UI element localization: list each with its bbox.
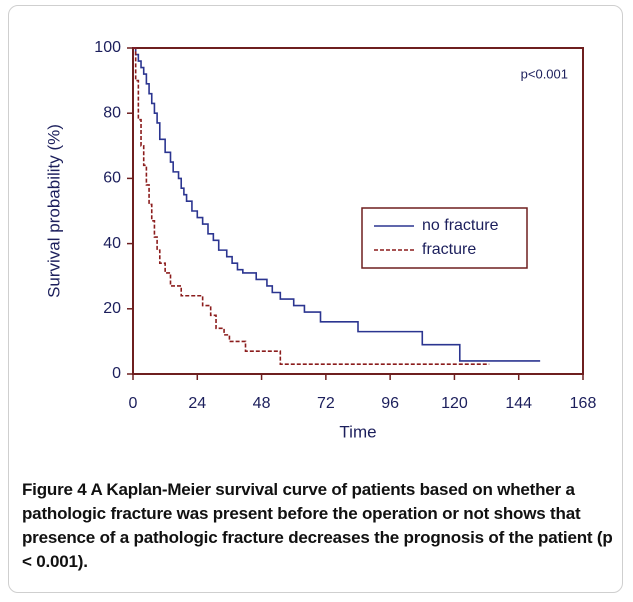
y-tick-label: 0: [112, 365, 121, 382]
y-axis-label: Survival probability (%): [44, 124, 63, 298]
x-tick-label: 96: [381, 395, 399, 412]
y-tick-label: 20: [103, 300, 121, 317]
caption: Figure 4 A Kaplan-Meier survival curve o…: [22, 478, 622, 574]
figure-frame: [8, 5, 623, 593]
x-axis-label: Time: [339, 422, 376, 441]
x-tick-label: 144: [505, 395, 532, 412]
caption-label: Figure 4: [22, 480, 87, 499]
y-tick-label: 80: [103, 104, 121, 121]
x-tick-label: 168: [570, 395, 597, 412]
y-tick-label: 100: [94, 39, 121, 56]
legend-label: fracture: [422, 241, 476, 258]
y-tick-label: 60: [103, 170, 121, 187]
chart: Survival probability (%) Time p<0.001 0 2…: [44, 39, 597, 441]
annotation: p<0.001: [521, 66, 568, 81]
plot-frame: [132, 47, 584, 375]
survival-curve: [133, 47, 541, 362]
legend-label: no fracture: [422, 217, 499, 234]
x-tick-label: 72: [317, 395, 335, 412]
x-tick-label: 0: [129, 395, 138, 412]
x-tick-label: 48: [253, 395, 271, 412]
survival-curve: [133, 47, 490, 366]
legend-box: [361, 207, 528, 269]
x-tick-label: 120: [441, 395, 468, 412]
x-tick-label: 24: [188, 395, 206, 412]
y-tick-label: 40: [103, 235, 121, 252]
caption-text: A Kaplan-Meier survival curve of patient…: [22, 480, 613, 571]
